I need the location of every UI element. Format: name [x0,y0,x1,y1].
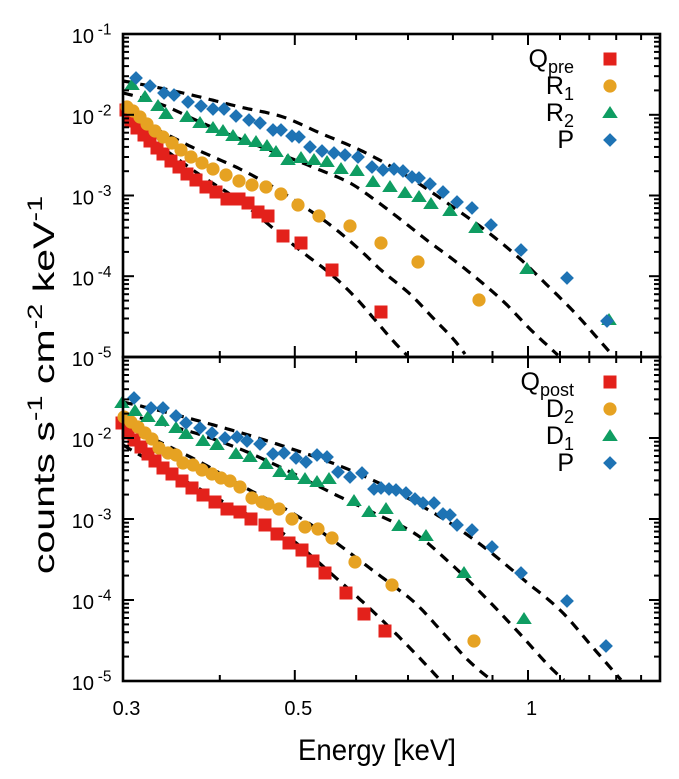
svg-text:-2: -2 [98,102,112,119]
svg-text:10: 10 [72,107,94,129]
svg-text:0.5: 0.5 [284,698,312,720]
svg-text:-3: -3 [98,183,112,200]
svg-text:counts s-1 cm-2 keV-1: counts s-1 cm-2 keV-1 [24,196,61,574]
svg-text:10: 10 [72,511,94,533]
svg-text:P: P [557,449,574,477]
svg-text:-5: -5 [98,345,112,362]
svg-text:10: 10 [72,26,94,48]
svg-text:-4: -4 [98,264,112,281]
svg-text:10: 10 [72,430,94,452]
svg-text:-2: -2 [98,426,112,443]
svg-text:10: 10 [72,592,94,614]
svg-text:10: 10 [72,349,94,371]
svg-text:10: 10 [72,673,94,695]
svg-text:-4: -4 [98,588,112,605]
svg-text:P: P [557,126,574,154]
svg-text:0.3: 0.3 [113,698,141,720]
svg-text:Energy [keV]: Energy [keV] [298,734,456,767]
svg-text:1: 1 [526,698,537,720]
svg-text:10: 10 [72,268,94,290]
svg-text:-5: -5 [98,669,112,686]
svg-text:10: 10 [72,188,94,210]
svg-text:-3: -3 [98,507,112,524]
svg-text:-1: -1 [98,22,112,39]
